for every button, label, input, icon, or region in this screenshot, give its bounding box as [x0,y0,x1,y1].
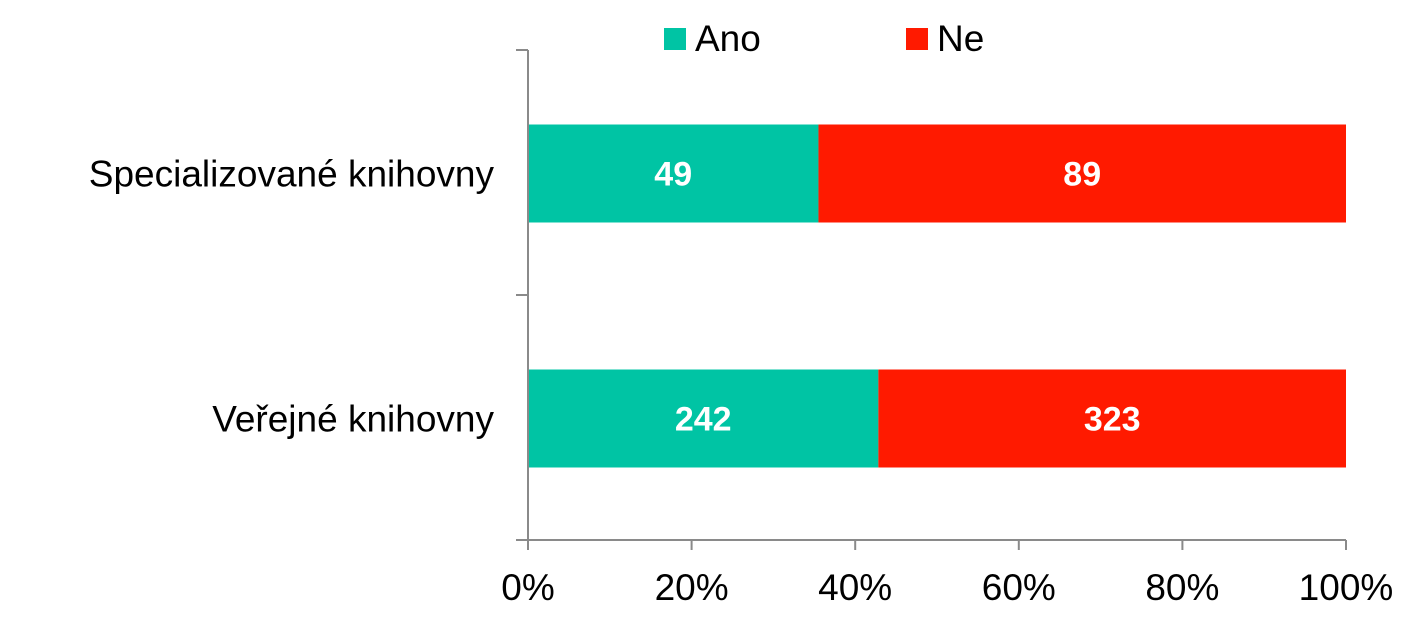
axes: Specializované knihovny Veřejné knihovny 0… [89,49,1394,608]
data-label-ano-1: 49 [654,156,692,194]
x-tick-label-3: 40% [818,567,892,608]
x-tick-label-1: 0% [501,567,554,608]
bar-ano-1 [528,124,819,223]
legend-label-ano: Ano [695,18,761,59]
x-tick-label-6: 100% [1299,567,1394,608]
x-tick-label-5: 80% [1145,567,1219,608]
data-label-ne-2: 323 [1084,401,1141,439]
category-label-2: Veřejné knihovny [212,399,494,440]
x-tick-label-2: 20% [655,567,729,608]
x-tick-label-4: 60% [982,567,1056,608]
legend-label-ne: Ne [937,18,984,59]
bar-ne-1 [818,124,1346,223]
legend-swatch-ne [906,28,928,50]
category-label-1: Specializované knihovny [89,154,495,195]
data-label-ne-1: 89 [1063,156,1101,194]
data-label-ano-2: 242 [675,401,732,439]
legend-swatch-ano [664,28,686,50]
legend: Ano Ne [664,18,984,59]
bar-ne-2 [878,369,1346,468]
bars: 49 89 242 323 [528,124,1346,468]
bar-ano-2 [528,369,879,468]
